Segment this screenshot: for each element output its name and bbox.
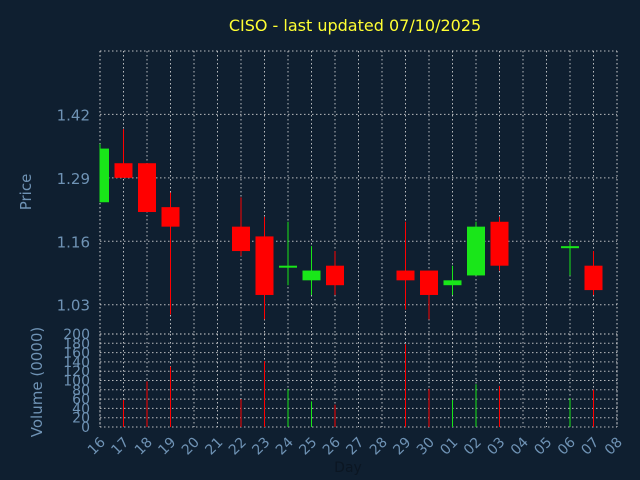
x-tick-label: 03: [484, 435, 508, 459]
volume-tick-label: 160: [63, 346, 90, 362]
x-tick-label: 19: [155, 435, 179, 459]
volume-tick-label: 200: [63, 327, 90, 343]
x-tick-label: 27: [343, 435, 367, 459]
candle-body: [279, 265, 297, 268]
x-tick-label: 21: [202, 435, 226, 459]
x-tick-label: 28: [367, 435, 391, 459]
x-axis-title: Day: [334, 460, 362, 476]
price-tick-label: 1.03: [57, 297, 90, 315]
chart-title: CISO - last updated 07/10/2025: [229, 16, 481, 35]
x-tick-label: 18: [132, 435, 156, 459]
x-tick-label: 30: [414, 435, 438, 459]
candle-body: [138, 163, 156, 213]
x-tick-label: 08: [602, 435, 626, 459]
volume-tick-label: 140: [63, 355, 90, 371]
candle-body: [326, 265, 344, 286]
volume-tick-label: 60: [72, 392, 90, 408]
x-tick-label: 20: [179, 435, 203, 459]
price-tick-label: 1.16: [57, 233, 90, 251]
volume-panel-background: [100, 334, 617, 427]
candle-body: [467, 226, 485, 276]
x-tick-label: 07: [578, 435, 602, 459]
x-tick-label: 22: [226, 435, 250, 459]
candle-body: [100, 148, 109, 203]
x-tick-label: 06: [555, 434, 579, 458]
x-tick-label: 24: [273, 434, 297, 458]
volume-tick-label: 120: [63, 364, 90, 380]
volume-tick-label: 180: [63, 336, 90, 352]
x-tick-label: 26: [320, 434, 344, 458]
volume-tick-label: 80: [72, 383, 90, 399]
volume-tick-label: 20: [72, 411, 90, 427]
price-tick-label: 1.29: [57, 170, 90, 188]
price-tick-label: 1.42: [57, 106, 90, 124]
x-tick-label: 02: [461, 435, 485, 459]
candle-body: [396, 270, 415, 281]
y-tick-labels: 1.42 1.29 1.16 1.03 020406080100120140160180…: [57, 106, 90, 436]
candle-body: [490, 221, 509, 266]
candle-body: [232, 226, 250, 252]
candle-body: [255, 236, 274, 295]
price-candles: [99, 129, 603, 320]
volume-tick-label: 0: [81, 420, 90, 436]
x-tick-label: 29: [390, 435, 414, 459]
x-tick-labels: 16 17 18 19 20 21 22 23 24 25 26 27 28 29 30 01 02 03 04 05…: [85, 434, 626, 458]
x-tick-label: 05: [531, 435, 555, 459]
candle-body: [302, 270, 321, 281]
candle-body: [561, 246, 579, 249]
x-tick-label: 04: [508, 434, 532, 458]
volume-tick-label: 100: [63, 374, 90, 390]
candle-body: [161, 207, 180, 227]
volume-axis-title: Volume (0000): [28, 327, 46, 437]
x-tick-label: 23: [249, 435, 273, 459]
volume-tick-label: 40: [72, 401, 90, 417]
x-tick-label: 25: [296, 435, 320, 459]
x-tick-label: 16: [85, 434, 109, 458]
candle-body: [584, 265, 603, 291]
x-tick-label: 17: [108, 435, 132, 459]
candle-body: [443, 280, 462, 286]
x-tick-label: 01: [437, 435, 461, 459]
candle-body: [114, 163, 133, 178]
price-axis-title: Price: [17, 174, 35, 211]
volume-bars: [123, 344, 594, 427]
candle-body: [420, 270, 438, 295]
